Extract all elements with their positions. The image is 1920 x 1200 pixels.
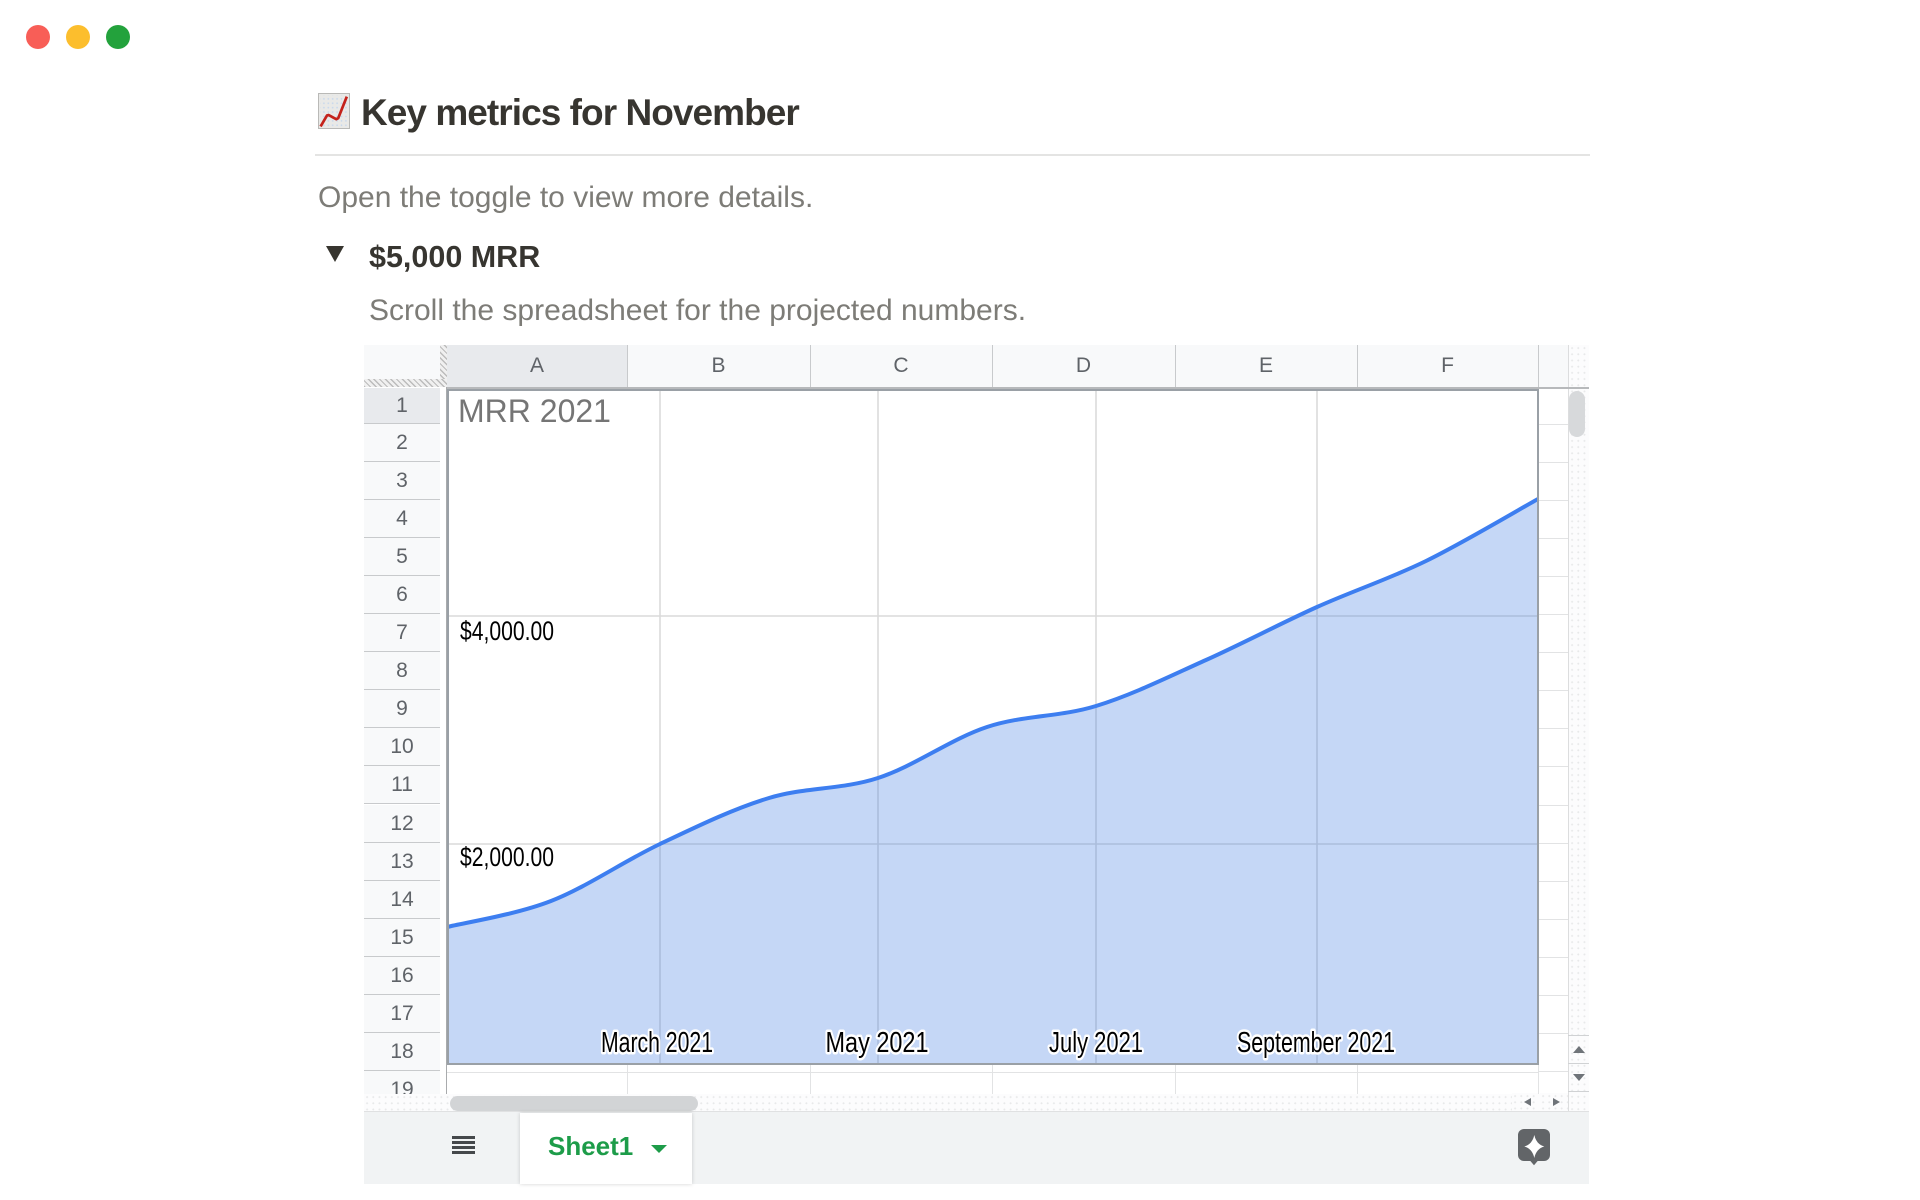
svg-text:May 2021: May 2021 [826, 1027, 929, 1059]
svg-text:March 2021: March 2021 [601, 1027, 713, 1059]
svg-text:$4,000.00: $4,000.00 [460, 616, 554, 646]
svg-text:$2,000.00: $2,000.00 [460, 842, 554, 872]
svg-text:September 2021: September 2021 [1237, 1027, 1395, 1059]
svg-text:July 2021: July 2021 [1049, 1027, 1143, 1059]
svg-text:MRR 2021: MRR 2021 [458, 393, 611, 429]
